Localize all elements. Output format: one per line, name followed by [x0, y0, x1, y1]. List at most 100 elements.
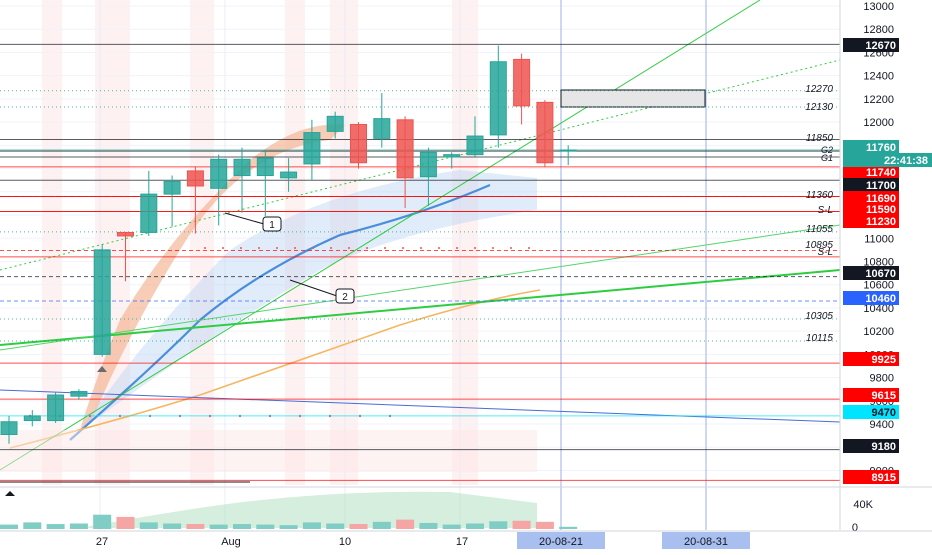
- candle-body[interactable]: [466, 135, 484, 156]
- signal-marker: [402, 247, 404, 249]
- price-zone-box: [560, 89, 706, 108]
- candle-body[interactable]: [23, 415, 41, 422]
- date-badge[interactable]: [517, 532, 605, 549]
- signal-marker: [474, 247, 476, 249]
- volume-bar: [186, 524, 205, 529]
- price-level-label: G1: [821, 153, 833, 163]
- price-level-label: 11360: [806, 190, 834, 201]
- volume-bar: [489, 521, 508, 529]
- candle-body[interactable]: [396, 119, 414, 179]
- signal-marker: [492, 247, 494, 249]
- candle-body[interactable]: [186, 170, 204, 187]
- signal-marker: [240, 247, 242, 249]
- price-level-badge[interactable]: [843, 191, 899, 205]
- up-arrow-icon: [5, 491, 15, 496]
- candle-body[interactable]: [419, 151, 437, 178]
- background-layer: [42, 0, 706, 485]
- price-level-badge[interactable]: [843, 38, 899, 52]
- price-level-badge[interactable]: [843, 202, 899, 216]
- signal-marker: [420, 247, 422, 249]
- price-level-label: 10895: [805, 240, 833, 251]
- candle-body[interactable]: [210, 158, 228, 189]
- candle-body[interactable]: [280, 171, 298, 179]
- price-tick-label: 10800: [863, 256, 894, 268]
- price-tick-label: 10200: [863, 326, 894, 338]
- price-tick-label: 12000: [863, 117, 894, 129]
- candle-layer[interactable]: 12: [0, 45, 577, 444]
- price-level-badge-label: 9470: [872, 407, 896, 419]
- volume-bar: [279, 525, 298, 529]
- price-level-badge[interactable]: [843, 178, 899, 192]
- price-level-label: S-L: [817, 247, 833, 258]
- candle-body[interactable]: [373, 118, 391, 139]
- price-level-badge-label: 10460: [865, 293, 896, 305]
- price-level-badge[interactable]: [843, 388, 899, 402]
- price-level-badge[interactable]: [843, 266, 899, 280]
- price-level-badge[interactable]: [843, 214, 899, 228]
- signal-marker: [294, 247, 296, 249]
- price-axis[interactable]: 1300012800126001240012200120001180011600…: [805, 0, 932, 534]
- candle-body[interactable]: [163, 180, 181, 195]
- price-level-badge[interactable]: [843, 470, 899, 484]
- up-arrow-icon: [97, 366, 107, 372]
- time-tick-label: Aug: [221, 536, 241, 548]
- volume-bar: [209, 524, 228, 529]
- session-band: [42, 0, 62, 485]
- price-level-badge-label: 10670: [865, 268, 896, 280]
- signal-marker: [510, 247, 512, 249]
- session-band: [190, 0, 214, 485]
- candle-body[interactable]: [326, 115, 344, 132]
- volume-bar: [93, 514, 112, 529]
- price-level-badge[interactable]: [843, 352, 899, 366]
- candle-body[interactable]: [489, 61, 507, 136]
- signal-marker: [384, 247, 386, 249]
- candle-body[interactable]: [256, 157, 274, 177]
- volume-bar: [396, 519, 415, 529]
- candle-body[interactable]: [70, 391, 88, 397]
- candle-body[interactable]: [303, 132, 321, 165]
- time-tick-label: 27: [96, 536, 108, 548]
- session-band: [452, 0, 478, 485]
- price-level-badge-label: 11700: [866, 180, 896, 192]
- price-level-label: 10115: [806, 333, 834, 344]
- annotation-leader: [289, 279, 338, 297]
- price-level-badge[interactable]: [843, 405, 899, 419]
- candle-body[interactable]: [0, 421, 18, 436]
- candle-body[interactable]: [513, 58, 531, 107]
- price-level-badge[interactable]: [843, 165, 899, 179]
- volume-bar: [139, 522, 158, 529]
- candle-body[interactable]: [350, 123, 367, 164]
- signal-marker: [204, 247, 206, 249]
- volume-bar: [535, 521, 554, 529]
- candle-body[interactable]: [93, 249, 111, 355]
- price-level-badge[interactable]: [843, 439, 899, 453]
- price-level-badge[interactable]: [843, 140, 899, 154]
- annotation-box: [262, 216, 282, 232]
- volume-bar: [256, 524, 275, 529]
- candle-body[interactable]: [140, 193, 158, 233]
- candle-body[interactable]: [559, 149, 577, 152]
- signal-marker: [348, 247, 350, 249]
- time-axis[interactable]: 27 Aug 10 17 20-08-21 20-08-31: [0, 530, 932, 549]
- volume-bar: [466, 523, 484, 529]
- signal-marker: [456, 247, 458, 249]
- clock-badge: [843, 153, 932, 167]
- volume-bar: [372, 521, 391, 529]
- price-level-label: 11850: [806, 133, 834, 144]
- candle-body[interactable]: [536, 101, 554, 164]
- volume-bar: [349, 524, 368, 529]
- volume-layer: [0, 486, 932, 529]
- annotation-leader: [224, 212, 265, 225]
- price-level-badge[interactable]: [843, 291, 899, 305]
- volume-bar: [0, 524, 18, 529]
- date-badge-label: 20-08-21: [539, 536, 583, 548]
- candle-body[interactable]: [233, 158, 251, 177]
- signal-marker: [330, 247, 332, 249]
- candle-body[interactable]: [117, 231, 134, 237]
- volume-zero-label: 0: [852, 522, 858, 534]
- date-badge[interactable]: [662, 532, 750, 549]
- candle-body[interactable]: [443, 154, 461, 158]
- candle-body[interactable]: [47, 394, 65, 422]
